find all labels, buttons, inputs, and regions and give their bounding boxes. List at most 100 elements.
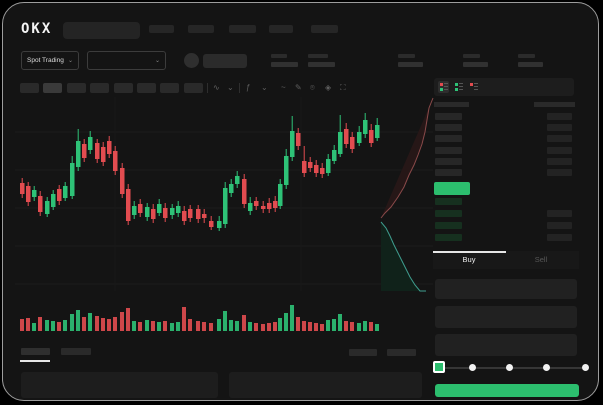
orderbook-price-header-placeholder — [434, 102, 469, 107]
nav-item-placeholder[interactable] — [269, 25, 293, 33]
stat-label-placeholder — [398, 54, 415, 58]
ask-price-placeholder[interactable] — [435, 135, 462, 143]
pair-name-placeholder[interactable] — [203, 54, 247, 68]
icon-glyph — [459, 83, 463, 84]
ask-amount-placeholder — [547, 157, 572, 165]
chevron-down-icon[interactable]: ⌄ — [261, 83, 268, 92]
indicators-icon[interactable]: ∿ — [213, 83, 220, 92]
icon-glyph — [440, 83, 443, 86]
market-type-dropdown[interactable]: Spot Trading ⌄ — [21, 51, 79, 70]
stat-label-placeholder — [518, 54, 535, 58]
stat-value-placeholder — [308, 62, 335, 67]
ask-amount-placeholder — [547, 135, 572, 143]
history-tab-placeholder[interactable] — [21, 348, 50, 355]
ask-amount-placeholder — [547, 113, 572, 120]
history-table-placeholder — [21, 372, 218, 398]
magnet-icon[interactable]: ◈ — [325, 83, 332, 92]
bids-only-view-icon[interactable] — [453, 81, 464, 93]
bid-amount-placeholder — [547, 222, 572, 229]
icon-glyph — [440, 88, 443, 91]
fullscreen-icon[interactable]: ⛶ — [340, 83, 346, 92]
search-input[interactable] — [63, 22, 140, 39]
asks-only-view-icon[interactable] — [468, 81, 479, 93]
ask-amount-placeholder — [547, 169, 572, 176]
icon-glyph — [444, 89, 448, 90]
icon-glyph — [459, 89, 463, 90]
amount-input[interactable] — [435, 306, 577, 328]
icon-glyph — [474, 89, 478, 90]
trade-tabs-row — [433, 251, 579, 269]
total-input[interactable] — [435, 334, 577, 356]
market-type-label: Spot Trading — [27, 57, 64, 64]
icon-glyph — [470, 83, 473, 86]
both-sides-view-icon[interactable] — [438, 81, 449, 93]
bid-price-placeholder[interactable] — [435, 234, 462, 241]
bid-price-placeholder[interactable] — [435, 198, 462, 205]
icon-glyph — [459, 86, 463, 87]
chevron-down-icon: ⌄ — [67, 58, 73, 64]
timeframe-button[interactable] — [20, 83, 39, 93]
timeframe-button[interactable] — [90, 83, 110, 93]
draw-icon[interactable]: ✎ — [295, 83, 302, 92]
buy-submit-button[interactable] — [435, 384, 579, 397]
ask-price-placeholder[interactable] — [435, 169, 462, 176]
ask-price-placeholder[interactable] — [435, 124, 462, 132]
pair-selector-dropdown[interactable]: ⌄ — [87, 51, 166, 70]
chevron-down-icon[interactable]: ⌄ — [227, 83, 234, 92]
bid-price-placeholder[interactable] — [435, 222, 462, 229]
history-filter-placeholder[interactable] — [349, 349, 377, 356]
tab-buy[interactable]: Buy — [462, 255, 476, 264]
stat-value-placeholder — [398, 62, 423, 67]
history-tab-indicator — [20, 360, 50, 362]
slider-step-dot[interactable] — [469, 364, 476, 371]
bid-price-placeholder[interactable] — [435, 210, 462, 217]
nav-item-placeholder[interactable] — [311, 25, 338, 33]
timeframe-button[interactable] — [43, 83, 63, 93]
history-filter-placeholder[interactable] — [387, 349, 416, 356]
last-price-badge[interactable] — [434, 182, 470, 195]
ask-amount-placeholder — [547, 146, 572, 154]
ask-price-placeholder[interactable] — [435, 157, 462, 165]
slider-step-dot[interactable] — [506, 364, 513, 371]
orderbook-amount-header-placeholder — [534, 102, 575, 107]
timeframe-button[interactable] — [137, 83, 156, 93]
ask-price-placeholder[interactable] — [435, 113, 462, 120]
icon-glyph — [444, 86, 448, 87]
nav-item-placeholder[interactable] — [229, 25, 256, 33]
stat-label-placeholder — [463, 54, 480, 58]
timeframe-button[interactable] — [113, 83, 133, 93]
stat-value-placeholder — [518, 62, 543, 67]
slider-step-dot[interactable] — [582, 364, 589, 371]
nav-item-placeholder[interactable] — [149, 25, 174, 33]
toolbar-divider — [207, 83, 208, 93]
ask-price-placeholder[interactable] — [435, 146, 462, 154]
coin-avatar — [184, 53, 199, 68]
chevron-down-icon: ⌄ — [154, 58, 160, 64]
timeframe-button[interactable] — [160, 83, 180, 93]
toolbar-divider — [239, 83, 240, 93]
line-style-icon[interactable]: ~ — [281, 83, 286, 92]
slider-step-dot[interactable] — [543, 364, 550, 371]
history-tab-placeholder[interactable] — [61, 348, 91, 355]
bid-amount-placeholder — [547, 210, 572, 217]
icon-glyph — [474, 86, 478, 87]
icon-glyph — [444, 83, 448, 84]
timeframe-button[interactable] — [183, 83, 203, 93]
history-table-placeholder — [229, 372, 422, 398]
nav-item-placeholder[interactable] — [188, 25, 214, 33]
active-tab-indicator — [433, 251, 506, 253]
price-input[interactable] — [435, 279, 577, 299]
compare-icon[interactable]: ƒ — [246, 83, 251, 92]
icon-glyph — [455, 83, 458, 86]
tab-sell[interactable]: Sell — [534, 255, 548, 264]
icon-glyph — [474, 83, 478, 84]
ask-amount-placeholder — [547, 124, 572, 132]
stat-label-placeholder — [271, 54, 287, 58]
okx-logo[interactable]: OKX — [21, 21, 53, 37]
amount-slider-handle[interactable] — [433, 361, 445, 373]
app-window: OKX Spot Trading ⌄ ⌄ ∿ ⌄ ƒ ⌄ ~ ✎ ⌾ ◈ ⛶ Buy Sell — [2, 2, 599, 401]
stat-value-placeholder — [271, 62, 298, 67]
timeframe-button[interactable] — [66, 83, 86, 93]
camera-icon[interactable]: ⌾ — [310, 83, 315, 92]
stat-value-placeholder — [463, 62, 488, 67]
